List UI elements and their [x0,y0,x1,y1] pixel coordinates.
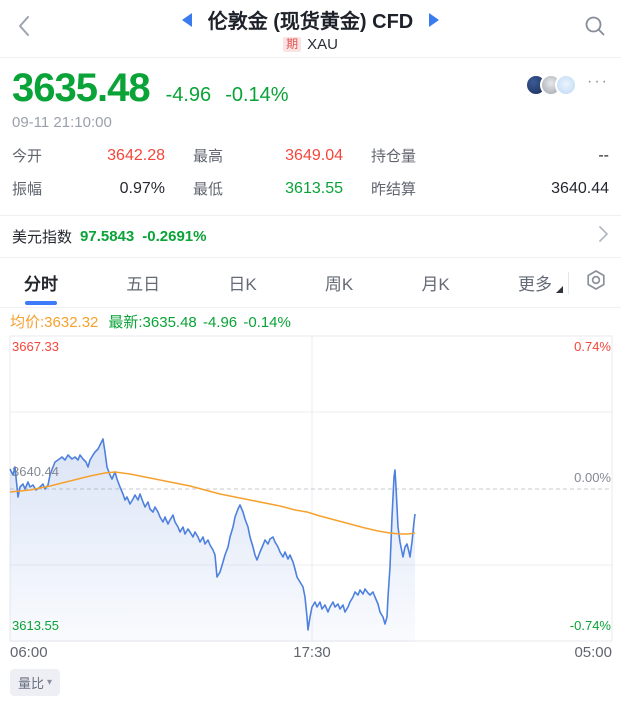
stat-label: 振幅 [12,181,43,198]
price-change: -4.96 [165,84,212,106]
commenters-avatars[interactable] [525,74,578,96]
usd-index-label: 美元指数 [12,229,73,246]
caret-down-icon: ▾ [47,677,53,688]
tab-label: 五日 [126,275,161,294]
tab-更多[interactable]: 更多 [516,258,563,307]
legend-latest-price: 最新:3635.48 [108,313,197,331]
tab-日K[interactable]: 日K [226,258,258,307]
chart-tabs-row: 分时 五日 日K 周K 月K 更多 [0,258,621,308]
stat-最高: 最高 3649.04 [193,139,343,172]
search-button[interactable] [569,0,621,58]
stat-振幅: 振幅 0.97% [12,172,165,205]
more-button[interactable]: ··· [587,73,609,90]
symbol-label: XAU [307,36,338,53]
search-icon [584,15,606,42]
dropdown-corner-icon [555,286,563,293]
page-title: 伦敦金 (现货黄金) CFD [207,11,414,33]
last-price: 3635.48 [12,66,151,110]
legend-average-price: 均价:3632.32 [10,313,99,331]
stat-value: 3649.04 [285,146,343,164]
tab-月K[interactable]: 月K [419,258,451,307]
back-button[interactable] [0,0,48,58]
stat-value: 3640.44 [551,179,609,197]
tab-label: 日K [228,275,257,294]
tab-分时[interactable]: 分时 [22,258,60,307]
stats-grid: 今开 3642.28 最高 3649.04 持仓量 -- 振幅 0.97% 最低 3613.55 昨… [0,137,621,215]
chart-baseline-price-label: 3640.44 [12,464,59,479]
settings-icon [585,269,607,296]
price-chart-svg [9,335,613,642]
chevron-right-icon [598,225,609,248]
chart-high-price-label: 3667.33 [12,339,59,354]
series-area-价格 [10,439,415,642]
tab-周K[interactable]: 周K [323,258,355,307]
series-line-价格 [9,438,416,631]
series-line-均价 [9,471,416,535]
futures-badge: 期 [283,36,302,53]
price-change-pct: -0.14% [225,84,289,106]
quote-section: 3635.48 -4.96 -0.14% ··· 09-11 21:10:00 [0,58,621,137]
stat-最低: 最低 3613.55 [193,172,343,205]
stat-持仓量: 持仓量 -- [371,139,609,172]
stat-value: 3613.55 [285,179,343,197]
usd-index-change: -0.2691% [142,228,207,245]
chart-low-price-label: 3613.55 [12,618,59,633]
tabs: 分时 五日 日K 周K 月K 更多 [22,258,563,307]
tab-五日[interactable]: 五日 [124,258,162,307]
header: 伦敦金 (现货黄金) CFD 期 XAU [0,0,621,58]
avatar [555,74,578,96]
chart-x-axis: 06:00 17:30 05:00 [0,642,621,664]
intraday-chart[interactable]: 3667.33 0.74% 3640.44 0.00% 3613.55 -0.7… [0,334,621,642]
chart-series [9,438,416,642]
stat-value: 3642.28 [107,146,165,164]
x-tick-middle: 17:30 [293,644,331,661]
volume-ratio-selector[interactable]: 量比 ▾ [10,669,61,696]
stat-value: 0.97% [119,179,165,197]
chart-baseline-pct-label: 0.00% [574,470,611,485]
stat-昨结算: 昨结算 3640.44 [371,172,609,205]
chart-settings-button[interactable] [581,268,611,298]
chart-legend: 均价:3632.32 最新:3635.48 -4.96 -0.14% [0,308,621,334]
stat-label: 昨结算 [371,181,417,198]
tab-label: 分时 [24,275,58,294]
legend-change: -4.96 [202,313,238,331]
indicator-bar: 量比 ▾ [0,664,621,701]
tab-label: 周K [324,275,354,294]
chart-low-pct-label: -0.74% [569,618,611,633]
back-icon [18,15,30,42]
volume-ratio-label: 量比 [18,676,45,691]
prev-instrument-icon[interactable] [181,12,192,27]
x-tick-end: 05:00 [574,644,612,661]
x-tick-start: 06:00 [10,644,48,661]
usd-index-value: 97.5843 [80,228,135,245]
next-instrument-icon[interactable] [429,12,440,27]
tab-label: 月K [421,275,450,294]
stat-value: -- [598,146,609,164]
chart-high-pct-label: 0.74% [574,339,611,354]
stat-label: 最高 [193,148,224,165]
legend-change-pct: -0.14% [243,313,291,331]
title-block: 伦敦金 (现货黄金) CFD 期 XAU [0,0,621,58]
usd-index-row[interactable]: 美元指数 97.5843 -0.2691% [0,215,621,258]
stat-label: 最低 [193,181,224,198]
tab-label: 更多 [517,275,552,294]
stat-今开: 今开 3642.28 [12,139,165,172]
stat-label: 持仓量 [371,148,417,165]
quote-timestamp: 09-11 21:10:00 [12,114,112,131]
stat-label: 今开 [12,148,43,165]
tabs-divider [568,271,569,294]
